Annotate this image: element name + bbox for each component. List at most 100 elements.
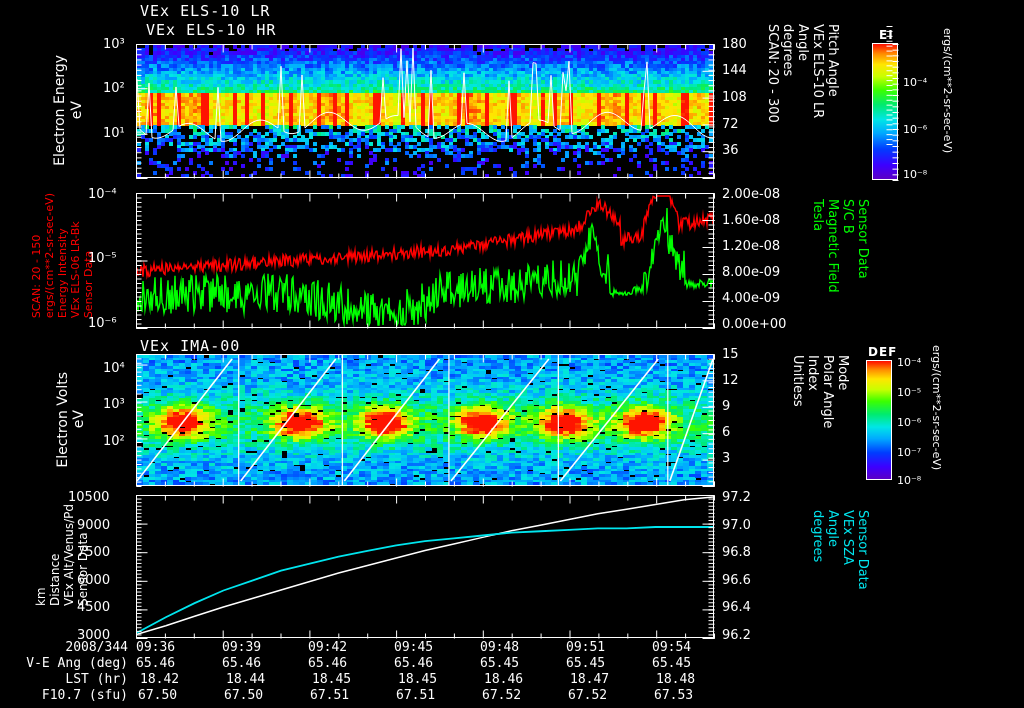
time-axis-r1-c3: 65.46 — [394, 656, 434, 671]
panel3-right-tick-3: 6 — [722, 425, 731, 440]
panel2-left-axis-label-line-4: ergs/(cm**2-sr-sec-eV) — [43, 193, 56, 319]
time-axis-r1-c6: 65.45 — [652, 656, 692, 671]
panel1-right-tick-4: 36 — [722, 143, 739, 158]
panel3-left-axis-label-line-1: Electron Volts — [55, 371, 71, 468]
time-axis-r1-c2: 65.46 — [308, 656, 348, 671]
panel3-colorbar-tick-4: 10⁻⁸ — [897, 474, 922, 487]
time-axis-r2-c3: 18.45 — [398, 672, 438, 687]
time-axis-r3-c2: 67.51 — [310, 688, 350, 703]
time-axis-row-labels: 2008/344 V-E Ang (deg) LST (hr) F10.7 (s… — [0, 640, 128, 704]
time-axis-r3-c6: 67.53 — [654, 688, 694, 703]
panel3-right-axis-label-line-1: Mode — [835, 355, 850, 391]
panel4-left-tick-2: 7500 — [77, 545, 111, 560]
panel4-right-tick-2: 96.8 — [722, 545, 751, 560]
panel1-plot-area[interactable] — [136, 44, 714, 178]
panel3-left-axis-label: Electron Volts eV — [55, 357, 87, 482]
panel3-canvas — [137, 355, 713, 485]
panel1-colorbar-title: EI — [879, 28, 894, 42]
panel2-left-axis-label: Sensor Data VEx ELS-06 LR-Bk Energy Inte… — [30, 193, 95, 318]
panel1-left-axis-label-line-1: Electron Energy — [52, 54, 68, 166]
panel1-right-axis-label-line-1: Pitch Angle — [825, 24, 840, 97]
panel1-colorbar-tick-0: 10⁻⁴ — [903, 76, 928, 89]
panel2-right-tick-0: 2.00e-08 — [722, 187, 781, 202]
panel3-plot-area[interactable] — [136, 354, 714, 486]
time-axis-r0-c2: 09:42 — [308, 640, 348, 655]
panel3-right-tick-4: 3 — [722, 451, 731, 466]
panel1-left-tick-0: 10³ — [103, 37, 125, 52]
panel3-colorbar — [866, 360, 892, 480]
time-axis-r1-c1: 65.46 — [222, 656, 262, 671]
panel2-left-tick-0: 10⁻⁴ — [88, 187, 117, 202]
panel2-right-axis-label-line-3: Magnetic Field — [825, 199, 840, 293]
panel1-canvas — [137, 45, 713, 177]
panel3-colorbar-tick-2: 10⁻⁶ — [897, 416, 922, 429]
panel1-title-line-2: VEx ELS-10 HR — [146, 21, 277, 39]
time-axis-r1-c4: 65.45 — [480, 656, 520, 671]
panel1-left-tick-1: 10² — [103, 81, 125, 96]
time-axis-r1-c0: 65.46 — [136, 656, 176, 671]
panel4-left-axis-label-line-2: VEx Alt/Venus/Pd — [62, 504, 76, 607]
time-axis-r0-c0: 09:36 — [136, 640, 176, 655]
panel2-right-tick-4: 4.00e-09 — [722, 291, 781, 306]
panel2-left-axis-label-line-3: Energy Intensity — [56, 228, 69, 319]
panel2-left-axis-label-line-2: VEx ELS-06 LR-Bk — [69, 221, 82, 319]
panel3-colorbar-tick-1: 10⁻⁵ — [897, 386, 922, 399]
time-axis-row-label-2: LST (hr) — [65, 672, 128, 687]
panel3-right-axis-label: Mode Polar Angle Index Unitless — [790, 355, 850, 428]
panel3-colorbar-tick-3: 10⁻⁷ — [897, 446, 922, 459]
panel1-right-tick-1: 144 — [722, 63, 747, 78]
time-axis-r3-c4: 67.52 — [482, 688, 522, 703]
panel3-right-tick-2: 9 — [722, 399, 731, 414]
panel3-right-axis-label-line-3: Index — [805, 355, 820, 391]
panel4-left-axis-label-line-3: Distance — [48, 553, 62, 607]
time-axis-row-label-1: V-E Ang (deg) — [26, 656, 128, 671]
panel2-canvas — [137, 194, 713, 327]
panel2-plot-area[interactable] — [136, 193, 714, 328]
time-axis-row-label-0: 2008/344 — [65, 640, 128, 655]
panel3-colorbar-tick-0: 10⁻⁴ — [897, 356, 922, 369]
time-axis-r2-c2: 18.45 — [312, 672, 352, 687]
panel4-right-tick-0: 97.2 — [722, 490, 751, 505]
panel4-right-tick-3: 96.6 — [722, 573, 751, 588]
panel3-colorbar-title: DEF — [868, 345, 898, 359]
time-axis-r3-c3: 67.51 — [396, 688, 436, 703]
panel4-canvas — [137, 496, 713, 637]
panel2-right-tick-3: 8.00e-09 — [722, 265, 781, 280]
panel2-right-tick-5: 0.00e+00 — [722, 317, 787, 332]
panel1-right-axis-label: Pitch Angle VEx ELS-10 LR Angle degrees … — [765, 24, 840, 123]
panel1-colorbar-tick-2: 10⁻⁸ — [903, 168, 928, 181]
time-axis-r2-c1: 18.44 — [226, 672, 266, 687]
panel4-right-axis-label-line-2: VEx SZA — [840, 510, 855, 565]
panel1-right-tick-3: 72 — [722, 117, 739, 132]
time-axis-r3-c0: 67.50 — [138, 688, 178, 703]
panel3-left-axis-label-line-2: eV — [71, 410, 87, 429]
panel1-right-axis-label-line-2: VEx ELS-10 LR — [810, 24, 825, 119]
panel3-left-tick-2: 10² — [103, 434, 125, 449]
time-axis-r2-c6: 18.48 — [656, 672, 696, 687]
panel4-right-axis-label-line-4: degrees — [810, 510, 825, 563]
time-axis-r3-c5: 67.52 — [568, 688, 608, 703]
time-axis-r2-c0: 18.42 — [140, 672, 180, 687]
panel3-left-tick-0: 10⁴ — [103, 361, 125, 376]
panel2-left-tick-1: 10⁻⁵ — [88, 251, 117, 266]
panel1-colorbar-unit: ergs/(cm**2-sr-sec-eV) — [941, 28, 954, 154]
time-axis-r0-c5: 09:51 — [566, 640, 606, 655]
time-axis-r0-c3: 09:45 — [394, 640, 434, 655]
panel2-right-tick-1: 1.60e-08 — [722, 213, 781, 228]
panel1-colorbar — [872, 43, 898, 180]
panel2-left-tick-2: 10⁻⁶ — [88, 316, 117, 331]
panel-els-spectrogram: VEx ELS-10 LR VEx ELS-10 HR Electron Ene… — [0, 0, 1024, 185]
panel2-right-tick-2: 1.20e-08 — [722, 239, 781, 254]
time-axis-r2-c4: 18.46 — [484, 672, 524, 687]
panel3-colorbar-unit: ergs/(cm**2-sr-sec-eV) — [930, 345, 943, 471]
panel3-right-axis-label-line-4: Unitless — [790, 355, 805, 407]
panel4-right-tick-1: 97.0 — [722, 518, 751, 533]
panel4-plot-area[interactable] — [136, 495, 714, 638]
panel4-left-tick-1: 9000 — [77, 518, 111, 533]
panel1-left-tick-2: 10¹ — [103, 126, 125, 141]
panel-energy-intensity-magfield: Sensor Data VEx ELS-06 LR-Bk Energy Inte… — [0, 185, 1024, 335]
panel3-right-tick-1: 12 — [722, 373, 739, 388]
panel1-right-axis-label-line-5: SCAN: 20 - 300 — [765, 24, 780, 123]
panel4-right-tick-4: 96.4 — [722, 600, 751, 615]
panel1-colorbar-tick-1: 10⁻⁶ — [903, 123, 928, 136]
